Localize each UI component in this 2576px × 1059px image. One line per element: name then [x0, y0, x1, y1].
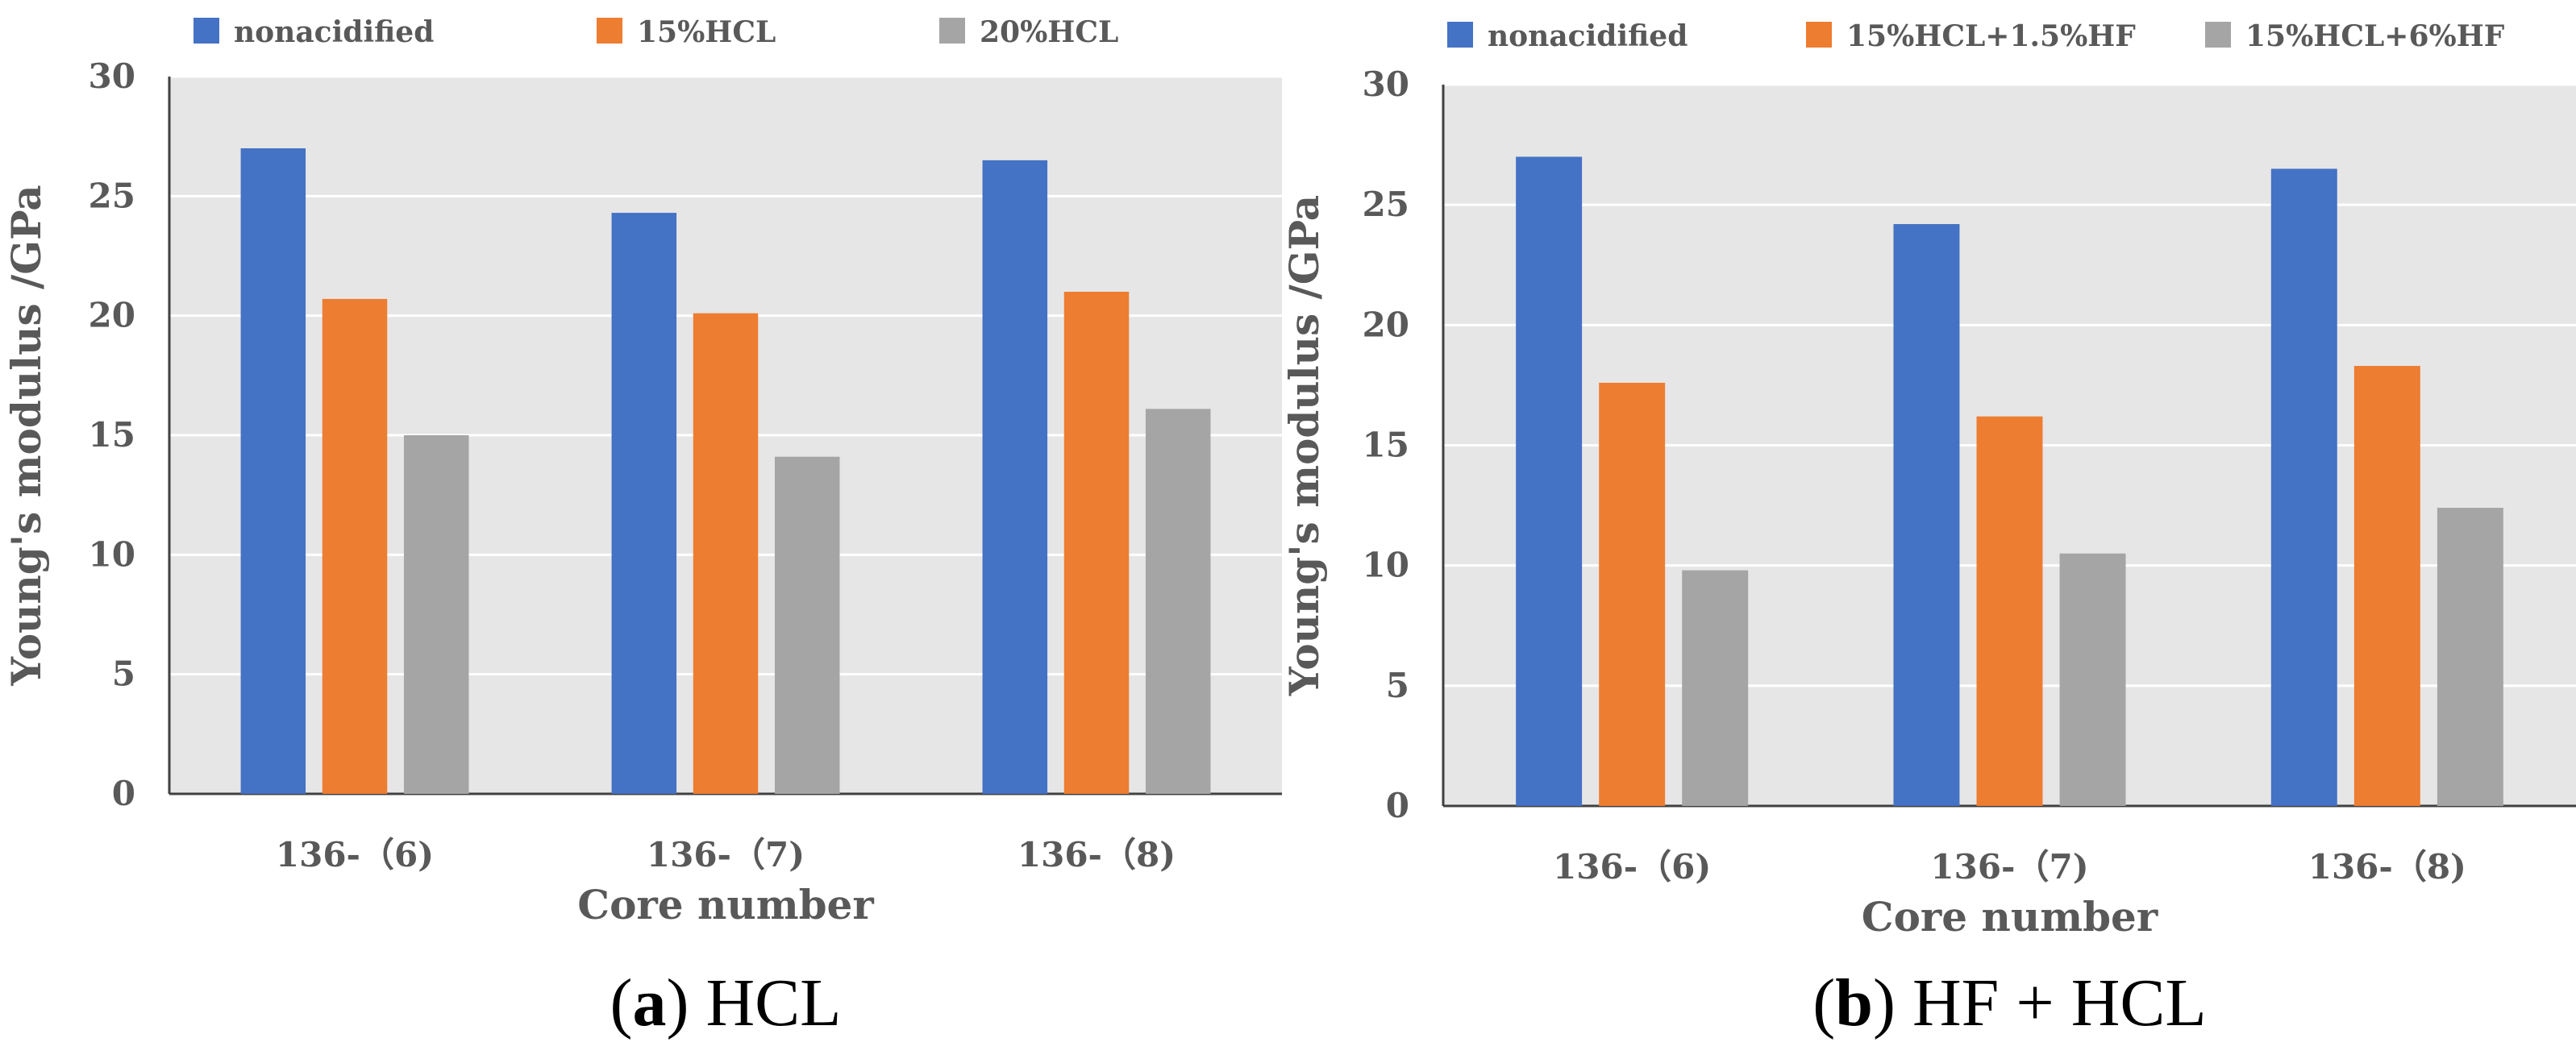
- y-tick-label: 5: [1386, 666, 1409, 705]
- bar-15-hcl-2: [693, 313, 759, 794]
- bar-nonacidified-1: [240, 148, 306, 794]
- y-tick-label: 20: [1363, 305, 1409, 344]
- chart-b: 0 5 10 15 20 25 30 136-（6) 136-（7) 136-（8) nonacid…: [1280, 19, 2576, 1040]
- legend-label: 15%HCL: [637, 15, 776, 49]
- chart-a: 0 5 10 15 20 25 30 136-（6) 136-（7) 136-（8) nonacid…: [2, 15, 1282, 1040]
- caption-paren-open: (: [610, 966, 633, 1040]
- y-tick-label: 10: [89, 534, 135, 574]
- legend-swatch: [939, 18, 965, 44]
- y-tick-label: 15: [1363, 426, 1409, 465]
- bar-15-hcl-3: [1063, 292, 1130, 794]
- bar-20-hcl-3: [1145, 409, 1211, 794]
- x-tick-label: 136-（8): [2308, 847, 2466, 887]
- caption-text: HCL: [705, 966, 841, 1040]
- bar-15-hcl-6-hf-1: [1682, 570, 1749, 806]
- y-tick-label: 5: [112, 654, 135, 694]
- x-axis-title: Core number: [577, 881, 874, 928]
- x-tick-label: 136-（7): [1930, 847, 2088, 887]
- bar-nonacidified-1: [1516, 156, 1583, 806]
- bar-nonacidified-2: [1893, 224, 1960, 806]
- y-tick-label: 0: [1386, 786, 1409, 825]
- y-tick-label: 0: [112, 774, 135, 813]
- legend-swatch: [1806, 22, 1832, 48]
- y-axis-title: Young's modulus /GPa: [2, 185, 50, 686]
- caption-paren-open: (: [1812, 966, 1835, 1040]
- bar-nonacidified-2: [611, 213, 677, 795]
- x-tick-label: 136-（8): [1017, 835, 1176, 874]
- bar-15-hcl-1: [322, 298, 388, 794]
- caption-paren-close: ): [1873, 966, 1912, 1040]
- caption-letter: a: [633, 966, 667, 1040]
- y-tick-label: 30: [89, 56, 135, 96]
- legend-label: nonacidified: [1488, 19, 1688, 53]
- legend-swatch: [194, 18, 219, 44]
- x-tick-label: 136-（7): [647, 835, 805, 874]
- y-tick-label: 30: [1363, 64, 1409, 104]
- caption-paren-close: ): [667, 966, 706, 1040]
- y-tick-label: 25: [89, 176, 135, 215]
- x-tick-label: 136-（6): [276, 835, 434, 874]
- bar-15-hcl-1-5-hf-3: [2353, 366, 2420, 806]
- legend-label: 20%HCL: [980, 15, 1118, 49]
- x-axis-title: Core number: [1862, 893, 2158, 941]
- legend-label: 15%HCL+1.5%HF: [1846, 19, 2136, 53]
- legend-label: 15%HCL+6%HF: [2245, 19, 2505, 53]
- bar-nonacidified-3: [2270, 168, 2337, 806]
- y-tick-label: 25: [1363, 185, 1409, 224]
- bar-15-hcl-6-hf-3: [2437, 508, 2503, 806]
- legend-swatch: [1447, 22, 1473, 48]
- legend-swatch: [2205, 22, 2231, 48]
- y-tick-label: 15: [89, 415, 135, 455]
- y-axis-title: Young's modulus /GPa: [1280, 195, 1328, 696]
- legend-label: nonacidified: [234, 15, 434, 49]
- bar-15-hcl-6-hf-2: [2059, 553, 2126, 806]
- bar-20-hcl-1: [403, 435, 469, 794]
- x-tick-label: 136-（6): [1553, 847, 1711, 887]
- bar-15-hcl-1-5-hf-2: [1976, 416, 2043, 806]
- bar-nonacidified-3: [982, 160, 1048, 795]
- figure-caption: (a) HCL: [610, 966, 842, 1040]
- legend-swatch: [597, 18, 622, 44]
- caption-text: HF + HCL: [1912, 966, 2207, 1040]
- bar-15-hcl-1-5-hf-1: [1599, 382, 1666, 806]
- y-tick-label: 20: [89, 296, 135, 335]
- bar-20-hcl-2: [774, 456, 840, 794]
- figure-caption: (b) HF + HCL: [1812, 966, 2206, 1040]
- y-tick-label: 10: [1363, 546, 1409, 585]
- caption-letter: b: [1835, 966, 1873, 1040]
